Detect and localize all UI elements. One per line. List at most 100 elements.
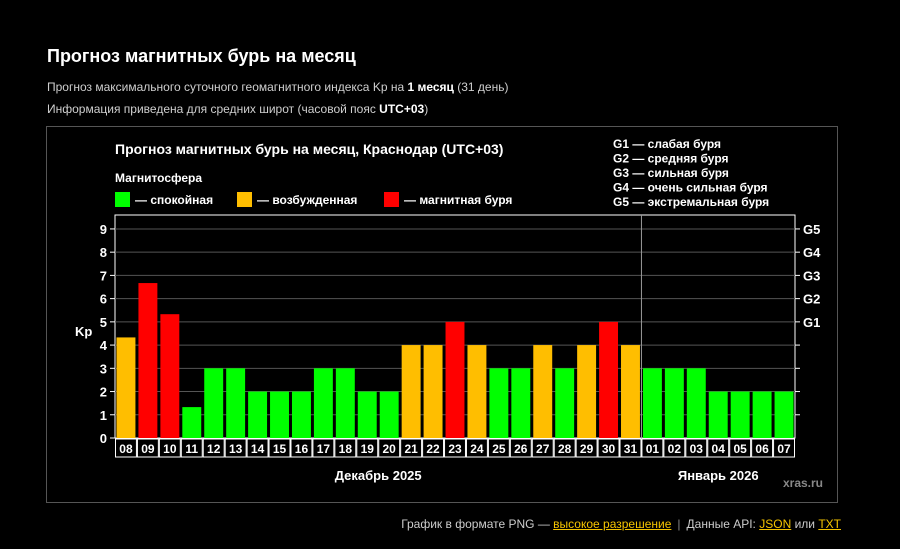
xtick-box-14	[246, 438, 269, 458]
xtick-box-07	[773, 438, 795, 458]
xtick-box-24	[465, 438, 488, 458]
bar-27	[533, 345, 553, 438]
ytick-label-9: 9	[100, 222, 107, 237]
bar-05	[730, 391, 750, 438]
ytick-label-8: 8	[100, 245, 107, 260]
bar-18	[335, 368, 355, 438]
bar-08	[116, 337, 136, 438]
xtick-label-27: 27	[536, 442, 550, 456]
hi-res-png-link[interactable]: высокое разрешение	[553, 517, 672, 531]
bar-07	[774, 391, 794, 438]
xtick-label-22: 22	[426, 442, 440, 456]
xtick-box-08	[115, 438, 137, 458]
forecast-period: 1 месяц	[407, 80, 454, 94]
bar-25	[489, 368, 509, 438]
xtick-label-28: 28	[558, 442, 572, 456]
right-tick-label-G1: G1	[803, 315, 820, 330]
xtick-label-13: 13	[229, 442, 243, 456]
xtick-box-02	[663, 438, 686, 458]
bar-26	[511, 368, 531, 438]
xtick-label-29: 29	[580, 442, 594, 456]
xtick-label-02: 02	[668, 442, 682, 456]
xtick-label-17: 17	[317, 442, 331, 456]
bar-10	[160, 314, 180, 438]
bar-01	[642, 368, 662, 438]
bar-15	[270, 391, 289, 438]
legend-swatch-calm	[115, 192, 130, 207]
xtick-label-06: 06	[755, 442, 769, 456]
xtick-label-08: 08	[119, 442, 133, 456]
xtick-box-22	[422, 438, 445, 458]
legend-swatch-excited	[237, 192, 252, 207]
bar-19	[357, 391, 377, 438]
bar-02	[664, 368, 684, 438]
xtick-box-10	[158, 438, 181, 458]
xtick-box-29	[575, 438, 598, 458]
scale-legend-g4: G4 — очень сильная буря	[613, 181, 768, 195]
subtitle-forecast: Прогноз максимального суточного геомагни…	[47, 80, 509, 94]
subtitle-timezone: Информация приведена для средних широт (…	[47, 102, 429, 116]
xtick-label-03: 03	[690, 442, 704, 456]
xtick-box-26	[509, 438, 532, 458]
bar-06	[752, 391, 772, 438]
right-tick-label-G2: G2	[803, 292, 820, 307]
xtick-box-19	[356, 438, 379, 458]
xtick-box-30	[597, 438, 620, 458]
bar-31	[621, 345, 640, 438]
bar-29	[577, 345, 597, 438]
bar-17	[313, 368, 333, 438]
xtick-box-17	[312, 438, 335, 458]
timezone-value: UTC+03	[379, 102, 425, 116]
bar-22	[423, 345, 443, 438]
xtick-label-09: 09	[141, 442, 155, 456]
ytick-label-6: 6	[100, 292, 107, 307]
bar-28	[555, 368, 575, 438]
scale-legend-g2: G2 — средняя буря	[613, 152, 729, 166]
ytick-label-5: 5	[100, 315, 107, 330]
xtick-box-20	[378, 438, 401, 458]
xtick-box-28	[553, 438, 576, 458]
xtick-label-04: 04	[712, 442, 726, 456]
month-label-0: Декабрь 2025	[335, 468, 422, 483]
xtick-box-27	[531, 438, 554, 458]
page-title: Прогноз магнитных бурь на месяц	[47, 46, 356, 66]
bar-09	[138, 283, 158, 438]
right-tick-label-G5: G5	[803, 222, 820, 237]
ytick-label-3: 3	[100, 361, 107, 376]
xtick-label-15: 15	[273, 442, 287, 456]
xtick-box-03	[685, 438, 708, 458]
xtick-box-04	[707, 438, 730, 458]
xtick-box-11	[180, 438, 203, 458]
bar-16	[291, 391, 311, 438]
api-json-link[interactable]: JSON	[759, 517, 792, 531]
xtick-box-25	[487, 438, 510, 458]
api-txt-link[interactable]: TXT	[818, 517, 841, 531]
xtick-label-18: 18	[339, 442, 353, 456]
xtick-label-05: 05	[733, 442, 747, 456]
xtick-label-07: 07	[777, 442, 791, 456]
xtick-box-23	[444, 438, 466, 458]
footer: График в формате PNG — высокое разрешени…	[401, 517, 841, 531]
bar-03	[686, 368, 706, 438]
xtick-box-21	[400, 438, 423, 458]
bar-30	[599, 321, 619, 438]
xtick-box-01	[641, 438, 664, 458]
legend-title: Магнитосфера	[115, 171, 202, 185]
footer-separator: |	[677, 517, 681, 531]
xtick-label-30: 30	[602, 442, 616, 456]
right-tick-label-G3: G3	[803, 268, 820, 283]
xtick-label-23: 23	[448, 442, 462, 456]
right-tick-label-G4: G4	[803, 245, 821, 260]
xtick-label-24: 24	[470, 442, 484, 456]
legend-label-excited: — возбужденная	[257, 193, 357, 207]
bar-12	[204, 368, 224, 438]
legend-label-calm: — спокойная	[135, 193, 213, 207]
bar-24	[467, 345, 487, 438]
xtick-box-31	[619, 438, 642, 458]
kp-forecast-chart: Прогноз магнитных бурь на месяц, Краснод…	[75, 137, 823, 490]
bar-21	[401, 345, 421, 438]
xtick-box-12	[202, 438, 225, 458]
ytick-label-4: 4	[100, 338, 108, 353]
legend-swatch-storm	[384, 192, 399, 207]
xtick-label-10: 10	[163, 442, 177, 456]
